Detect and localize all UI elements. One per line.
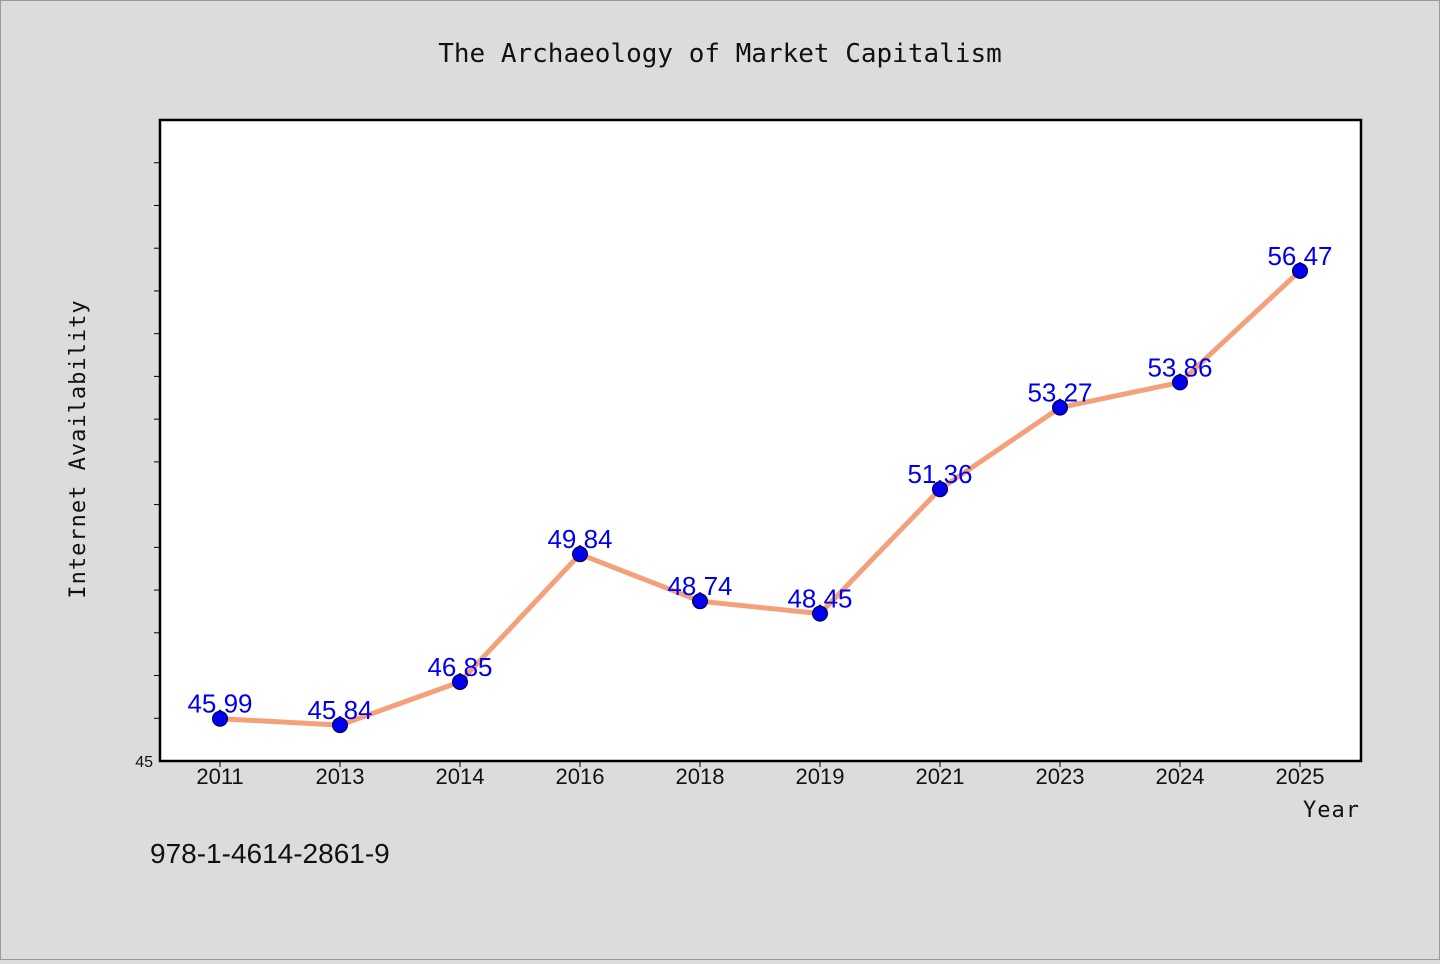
x-tick-label: 2014 [436,764,485,789]
data-point [212,710,228,727]
data-point [332,717,348,734]
series-line-group [217,268,1303,728]
data-point [932,481,948,498]
y-axis-ticks [154,162,160,719]
x-tick-label: 2023 [1036,764,1085,789]
data-point [452,673,468,690]
data-point [1172,374,1188,391]
x-tick-label: 2016 [556,764,605,789]
x-tick-label: 2011 [196,764,243,789]
x-axis-tick-labels: 2011 2013 2014 2016 2018 2019 2021 2023 2024 2025 [196,764,1324,789]
markers-group [212,262,1308,734]
y-axis-label: Internet Availability [66,299,91,598]
data-point [572,546,588,563]
isbn-text: 978-1-4614-2861-9 [150,838,390,869]
data-point [1292,262,1308,279]
x-tick-label: 2019 [796,764,845,789]
data-point [1052,399,1068,416]
x-tick-label: 2013 [316,764,365,789]
y-tick-label: 45 [135,754,153,771]
data-point [692,593,708,610]
x-tick-label: 2025 [1276,764,1325,789]
series-line [217,268,1303,728]
data-point [812,605,828,622]
x-tick-label: 2024 [1156,764,1205,789]
x-axis-ticks [219,761,1301,767]
chart-title: The Archaeology of Market Capitalism [438,39,1002,69]
x-tick-label: 2021 [916,764,965,789]
plot-area [158,118,1363,763]
x-axis-label: Year [1303,798,1360,823]
x-tick-label: 2018 [676,764,725,789]
